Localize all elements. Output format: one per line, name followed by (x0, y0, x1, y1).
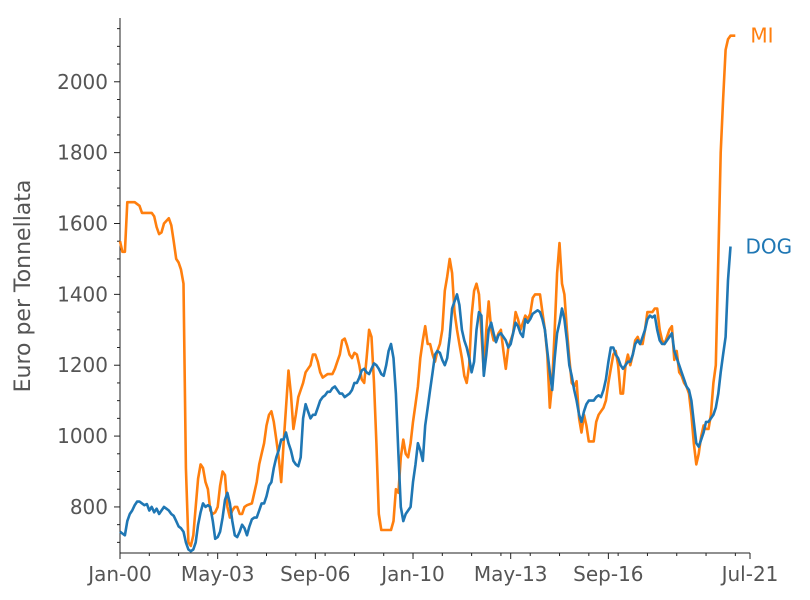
x-tick-label: Jan-10 (379, 562, 445, 586)
y-tick-label: 1200 (57, 353, 108, 377)
series-line-dog (119, 246, 732, 553)
y-axis-title: Euro per Tonnellata (11, 180, 36, 393)
series-end-labels: MI DOG (745, 24, 792, 259)
y-tick-label: 1400 (57, 282, 108, 306)
x-tick-label: Sep-16 (573, 562, 643, 586)
x-tick-label: Jan-00 (86, 562, 152, 586)
y-tick-label: 2000 (57, 70, 108, 94)
series-lines (118, 34, 736, 553)
x-axis-ticks: Jan-00 May-03 Sep-06 Jan-10 May-13 Sep-16 Jul-… (86, 553, 778, 586)
y-tick-label: 1600 (57, 211, 108, 235)
series-label-mi: MI (750, 24, 773, 48)
y-tick-label: 1000 (57, 424, 108, 448)
series-label-dog: DOG (745, 235, 792, 259)
y-tick-label: 1800 (57, 141, 108, 165)
x-tick-label: Sep-06 (280, 562, 350, 586)
series-line-mi (118, 34, 736, 548)
x-tick-label: Jul-21 (720, 562, 779, 586)
axes (119, 18, 750, 554)
y-tick-label: 800 (70, 495, 108, 519)
x-tick-label: May-03 (181, 562, 255, 586)
y-axis-ticks: 800 1000 1200 1400 1600 1800 2000 (57, 28, 120, 543)
x-tick-label: May-13 (474, 562, 548, 586)
